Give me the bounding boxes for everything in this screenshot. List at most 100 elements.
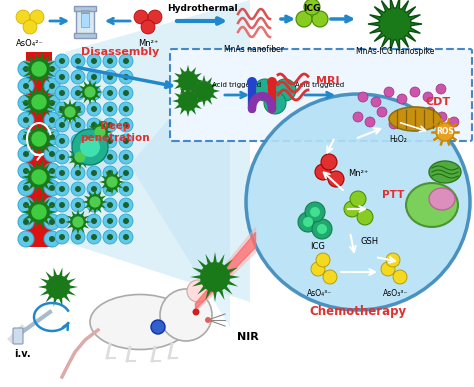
Circle shape xyxy=(107,154,113,160)
Circle shape xyxy=(134,10,148,24)
Circle shape xyxy=(75,202,81,208)
Circle shape xyxy=(55,214,69,228)
Circle shape xyxy=(119,166,133,180)
Circle shape xyxy=(123,218,129,224)
Circle shape xyxy=(103,102,117,116)
Circle shape xyxy=(436,123,454,141)
Circle shape xyxy=(31,61,47,77)
Circle shape xyxy=(357,209,373,225)
Circle shape xyxy=(103,150,117,164)
Circle shape xyxy=(55,118,69,132)
Polygon shape xyxy=(57,99,83,125)
Circle shape xyxy=(344,201,360,217)
Circle shape xyxy=(119,70,133,84)
Circle shape xyxy=(386,253,400,267)
Circle shape xyxy=(55,182,69,196)
Circle shape xyxy=(71,182,85,196)
Circle shape xyxy=(94,127,106,138)
Circle shape xyxy=(59,74,65,80)
Text: Disassembly: Disassembly xyxy=(81,47,159,57)
Circle shape xyxy=(107,74,113,80)
Circle shape xyxy=(23,168,29,174)
Circle shape xyxy=(107,234,113,240)
Circle shape xyxy=(71,214,85,228)
Circle shape xyxy=(18,129,34,145)
Circle shape xyxy=(87,166,101,180)
Circle shape xyxy=(87,102,101,116)
Circle shape xyxy=(64,106,75,118)
Circle shape xyxy=(87,86,101,100)
Text: Hydrothermal: Hydrothermal xyxy=(167,4,237,13)
Polygon shape xyxy=(67,144,93,170)
Circle shape xyxy=(71,230,85,244)
Circle shape xyxy=(107,170,113,176)
Circle shape xyxy=(91,138,97,144)
Circle shape xyxy=(353,112,363,122)
Circle shape xyxy=(87,70,101,84)
Circle shape xyxy=(377,107,387,117)
Polygon shape xyxy=(21,84,57,120)
Text: H₂O₂: H₂O₂ xyxy=(389,135,407,144)
Bar xyxy=(76,10,94,35)
Circle shape xyxy=(71,118,85,132)
Circle shape xyxy=(103,118,117,132)
Text: i.v.: i.v. xyxy=(14,349,30,359)
Circle shape xyxy=(71,86,85,100)
Circle shape xyxy=(55,230,69,244)
Text: NIR: NIR xyxy=(237,332,259,342)
Circle shape xyxy=(18,61,34,77)
Circle shape xyxy=(71,54,85,68)
Text: Mn²⁺: Mn²⁺ xyxy=(138,39,158,48)
Text: AsO₄³⁻: AsO₄³⁻ xyxy=(307,289,333,298)
Circle shape xyxy=(247,77,257,87)
Circle shape xyxy=(103,214,117,228)
Circle shape xyxy=(119,118,133,132)
Circle shape xyxy=(18,214,34,230)
FancyBboxPatch shape xyxy=(170,49,472,141)
Circle shape xyxy=(44,61,60,77)
Text: ICG: ICG xyxy=(303,4,321,13)
Circle shape xyxy=(397,94,407,104)
Circle shape xyxy=(49,185,55,191)
Circle shape xyxy=(371,97,381,107)
Circle shape xyxy=(87,198,101,212)
Circle shape xyxy=(44,112,60,128)
Polygon shape xyxy=(82,189,108,215)
Circle shape xyxy=(91,202,97,208)
Circle shape xyxy=(305,202,325,222)
Text: CDT: CDT xyxy=(426,97,451,107)
Circle shape xyxy=(59,234,65,240)
Circle shape xyxy=(119,230,133,244)
Circle shape xyxy=(18,163,34,179)
Circle shape xyxy=(316,253,330,267)
Circle shape xyxy=(91,106,97,112)
Bar xyxy=(81,13,89,27)
Circle shape xyxy=(84,86,96,98)
Circle shape xyxy=(55,166,69,180)
Circle shape xyxy=(436,84,446,94)
Circle shape xyxy=(123,58,129,64)
Circle shape xyxy=(87,54,101,68)
Circle shape xyxy=(103,134,117,148)
Text: Acid triggered: Acid triggered xyxy=(212,82,262,88)
Circle shape xyxy=(264,92,286,114)
Polygon shape xyxy=(190,252,240,302)
Circle shape xyxy=(55,86,69,100)
Circle shape xyxy=(123,202,129,208)
Circle shape xyxy=(119,86,133,100)
Ellipse shape xyxy=(90,295,190,349)
Circle shape xyxy=(75,90,81,96)
Circle shape xyxy=(107,106,113,112)
Circle shape xyxy=(59,154,65,160)
Circle shape xyxy=(59,186,65,192)
Circle shape xyxy=(49,219,55,225)
Circle shape xyxy=(23,134,29,140)
Circle shape xyxy=(384,87,394,97)
Circle shape xyxy=(49,66,55,72)
Circle shape xyxy=(55,102,69,116)
Circle shape xyxy=(87,134,101,148)
Circle shape xyxy=(123,90,129,96)
Circle shape xyxy=(75,58,81,64)
Circle shape xyxy=(317,224,327,234)
Circle shape xyxy=(148,10,162,24)
